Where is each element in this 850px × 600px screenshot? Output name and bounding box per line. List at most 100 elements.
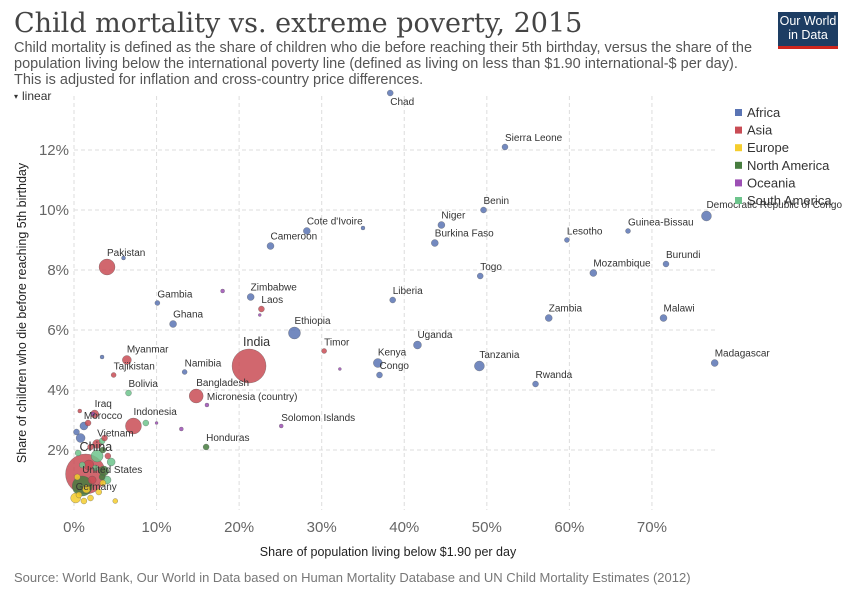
data-point bbox=[701, 210, 712, 222]
data-point bbox=[75, 491, 83, 499]
legend[interactable]: Africa Asia Europe North America Oceania Sout… bbox=[735, 105, 832, 208]
data-point bbox=[179, 426, 184, 432]
data-point-label: United States bbox=[82, 465, 142, 476]
logo-line-1: Our World bbox=[779, 14, 837, 28]
data-point bbox=[413, 340, 422, 350]
data-point bbox=[75, 433, 86, 443]
legend-label: Asia bbox=[747, 123, 773, 138]
data-point bbox=[258, 313, 262, 317]
data-point bbox=[476, 272, 484, 280]
data-point-label: Madagascar bbox=[715, 349, 771, 360]
data-point-label: Malawi bbox=[664, 304, 695, 315]
data-point bbox=[98, 258, 116, 276]
data-point-label: Pakistan bbox=[107, 248, 145, 259]
data-point-label: Cote d'Ivoire bbox=[307, 217, 363, 228]
data-point bbox=[121, 255, 126, 261]
data-point-label: Cameroon bbox=[271, 232, 318, 243]
x-tick-label: 60% bbox=[554, 519, 584, 536]
x-tick-label: 50% bbox=[472, 519, 502, 536]
data-point bbox=[98, 473, 106, 481]
data-point-label: Sierra Leone bbox=[505, 133, 563, 144]
data-point bbox=[77, 408, 83, 414]
data-point-label: Mozambique bbox=[593, 259, 651, 270]
data-point bbox=[204, 402, 210, 408]
data-point bbox=[87, 494, 94, 502]
data-point bbox=[662, 260, 670, 268]
data-point-label: Uganda bbox=[417, 330, 452, 341]
data-point bbox=[181, 369, 188, 375]
chevron-down-icon: ▾ bbox=[14, 91, 19, 101]
scale-label: linear bbox=[22, 89, 52, 103]
scale-toggle[interactable]: ▾ linear bbox=[14, 89, 51, 103]
legend-label: Europe bbox=[747, 140, 789, 155]
data-point-label: Guinea-Bissau bbox=[628, 218, 694, 229]
data-point bbox=[246, 293, 255, 301]
data-point bbox=[80, 497, 88, 505]
data-point bbox=[112, 498, 119, 504]
data-point bbox=[154, 421, 159, 425]
data-point-label: Namibia bbox=[185, 359, 222, 370]
data-point bbox=[501, 143, 509, 151]
y-tick-label: 2% bbox=[47, 442, 69, 459]
data-point bbox=[288, 326, 301, 340]
data-points bbox=[65, 89, 719, 505]
data-point-label: Ethiopia bbox=[294, 316, 331, 327]
x-axis-title: Share of population living below $1.90 p… bbox=[260, 545, 517, 559]
data-point-label: Honduras bbox=[206, 433, 249, 444]
data-point bbox=[386, 89, 394, 97]
data-point bbox=[154, 300, 161, 306]
axes: 0% 10% 20% 30% 40% 50% 60% 70% 2% 4% 6% 8% 10% 12% Sha… bbox=[15, 142, 667, 559]
legend-swatch bbox=[735, 197, 742, 204]
data-point bbox=[474, 360, 485, 372]
data-point bbox=[84, 419, 92, 427]
data-point bbox=[90, 449, 104, 463]
legend-swatch bbox=[735, 144, 742, 152]
data-point-label: Burundi bbox=[666, 250, 700, 261]
x-tick-label: 0% bbox=[63, 519, 85, 536]
data-point bbox=[710, 359, 719, 367]
data-point-label: Kenya bbox=[378, 348, 407, 359]
data-point bbox=[544, 314, 553, 322]
data-point bbox=[125, 417, 142, 435]
owid-logo[interactable]: Our World in Data bbox=[778, 12, 838, 49]
x-tick-label: 40% bbox=[389, 519, 419, 536]
data-point-label: Liberia bbox=[393, 286, 423, 297]
legend-swatch bbox=[735, 126, 742, 134]
data-point-label: Rwanda bbox=[536, 370, 573, 381]
data-point-label: Democratic Republic of Congo bbox=[706, 200, 842, 211]
data-point bbox=[79, 461, 86, 469]
data-point bbox=[338, 367, 342, 371]
legend-swatch bbox=[735, 161, 742, 169]
data-point bbox=[480, 206, 487, 214]
data-point-label: Niger bbox=[441, 211, 466, 222]
data-point bbox=[90, 411, 96, 417]
data-point bbox=[74, 473, 81, 481]
data-point bbox=[188, 388, 204, 404]
data-point-label: Burkina Faso bbox=[435, 229, 494, 240]
data-point-label: Tanzania bbox=[479, 350, 519, 361]
data-point bbox=[303, 227, 311, 235]
data-point bbox=[231, 348, 267, 384]
data-point-label: Bolivia bbox=[128, 379, 158, 390]
data-point bbox=[82, 484, 91, 494]
logo-line-2: in Data bbox=[788, 28, 828, 42]
data-point bbox=[73, 428, 80, 436]
data-point-label: Laos bbox=[261, 295, 283, 306]
data-point bbox=[437, 221, 446, 229]
data-point bbox=[101, 434, 108, 442]
data-point-label: Congo bbox=[379, 361, 409, 372]
data-point-label: Gambia bbox=[157, 290, 192, 301]
data-point bbox=[122, 355, 132, 365]
data-point-label: Germany bbox=[76, 482, 117, 493]
data-point-label: Tajikistan bbox=[114, 362, 155, 373]
data-point bbox=[99, 354, 105, 360]
data-point bbox=[376, 371, 383, 379]
data-point bbox=[104, 452, 112, 460]
data-point-label: India bbox=[243, 335, 270, 349]
data-point bbox=[564, 237, 570, 243]
chart-title: Child mortality vs. extreme poverty, 201… bbox=[14, 8, 583, 39]
y-axis-title: Share of children who die before reachin… bbox=[15, 162, 29, 463]
y-tick-label: 10% bbox=[39, 202, 69, 219]
data-point-label: Solomon Islands bbox=[281, 413, 355, 424]
